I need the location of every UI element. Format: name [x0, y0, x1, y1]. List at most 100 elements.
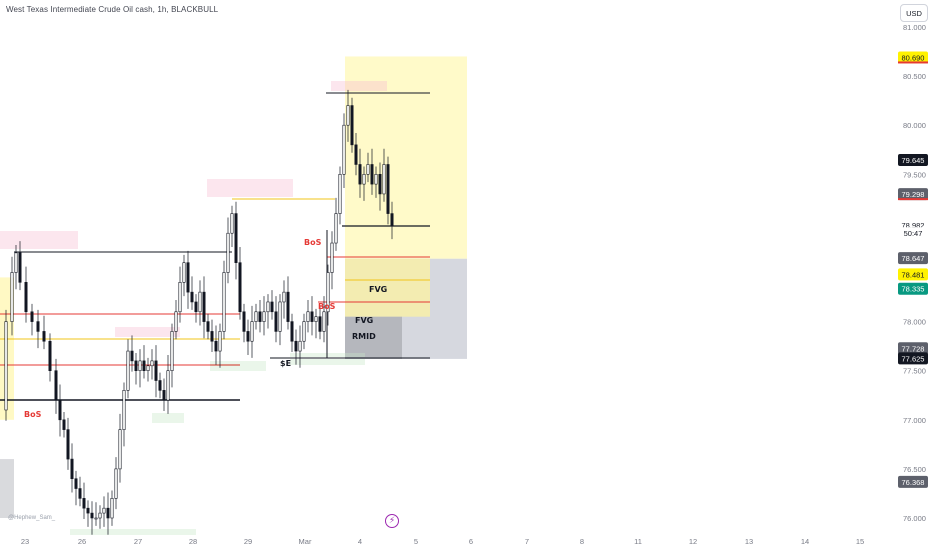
candle-body — [222, 272, 226, 332]
candle-body — [334, 213, 338, 244]
candle-body — [390, 213, 394, 226]
candle-body — [246, 331, 250, 342]
price-tick: 78.000 — [903, 318, 926, 327]
candle-body — [378, 174, 382, 195]
time-axis: 23 26 27 28 29 Mar 4 5 6 7 8 11 12 13 14 15 — [21, 537, 864, 546]
candle-body — [190, 291, 194, 303]
time-tick: 11 — [634, 537, 642, 546]
author-watermark: @Hephew_Sam_ — [8, 515, 56, 521]
candle-body — [354, 144, 358, 165]
price-label-bg — [898, 268, 928, 281]
fvg-zone-upper — [345, 258, 430, 317]
candle-body — [74, 478, 78, 489]
supply-block-2 — [207, 179, 293, 197]
price-axis: 81.00080.50080.00079.50079.00078.50078.0… — [898, 23, 928, 523]
fvg-label: FVG — [355, 316, 373, 325]
candle-body — [194, 301, 198, 313]
price-label-bg — [898, 252, 928, 265]
candle-body — [234, 213, 238, 263]
candle-body — [346, 105, 350, 126]
candle-body — [102, 507, 106, 514]
candle-body — [274, 311, 278, 332]
candle-body — [294, 340, 298, 352]
candle-body — [202, 291, 206, 322]
time-tick: 14 — [801, 537, 809, 546]
time-tick: 7 — [525, 537, 529, 546]
candle-body — [106, 507, 110, 519]
price-label-bg — [898, 282, 928, 295]
price-label-bg — [898, 475, 928, 488]
time-tick: 4 — [358, 537, 362, 546]
candle-body — [70, 458, 74, 480]
candle-body — [150, 360, 154, 367]
price-label: 78.335 — [898, 282, 928, 295]
fvg-zone-lower — [345, 316, 402, 359]
price-tick: 76.000 — [903, 514, 926, 523]
gray-zone-left — [0, 459, 14, 518]
candle-body — [270, 301, 274, 313]
candle-body — [62, 419, 66, 430]
time-tick: 5 — [414, 537, 418, 546]
candle-body — [374, 174, 378, 185]
price-label-underline — [898, 61, 928, 64]
candle-body — [186, 262, 190, 293]
price-label: 79.298 — [898, 188, 928, 201]
candle-body — [266, 301, 270, 313]
candle-body — [342, 124, 346, 175]
candle-body — [126, 350, 130, 391]
candle-body — [306, 311, 310, 322]
price-label: 78.481 — [898, 268, 928, 281]
time-tick: 27 — [134, 537, 142, 546]
candle-body — [78, 488, 82, 499]
candle-body — [198, 291, 202, 313]
time-tick: 12 — [689, 537, 697, 546]
candle-body — [48, 340, 52, 371]
candle-body — [82, 498, 86, 509]
supply-block-3 — [331, 81, 387, 91]
price-label-underline — [898, 198, 928, 201]
candle-body — [130, 350, 134, 362]
candle-body — [238, 262, 242, 313]
candle-body — [24, 282, 28, 313]
demand-block-4 — [70, 529, 196, 535]
candle-body — [258, 311, 262, 322]
price-label: 78.647 — [898, 252, 928, 265]
demand-block-2 — [210, 361, 266, 371]
price-tick: 77.000 — [903, 416, 926, 425]
candle-body — [254, 311, 258, 322]
price-label: 77.625 — [898, 352, 928, 365]
candle-body — [122, 390, 126, 430]
candle-body — [30, 311, 34, 322]
bos-label: BoS — [24, 410, 42, 419]
chart-title: West Texas Intermediate Crude Oil cash, … — [6, 5, 219, 14]
price-label: 80.690 — [898, 51, 928, 64]
premium-zone — [345, 56, 467, 259]
candle-body — [262, 311, 266, 322]
candle-body — [4, 321, 8, 411]
candle-body — [206, 321, 210, 332]
candle-body — [94, 517, 98, 520]
price-label-text: 78.481 — [902, 270, 925, 279]
candle-body — [174, 311, 178, 332]
candle-body — [242, 311, 246, 332]
price-label-text: 80.690 — [902, 53, 925, 62]
time-tick: 28 — [189, 537, 197, 546]
price-label-text: 79.645 — [902, 156, 925, 165]
se-label: $E — [280, 359, 291, 368]
price-tick: 77.500 — [903, 367, 926, 376]
candle-body — [250, 321, 254, 342]
currency-button[interactable]: USD — [900, 4, 928, 22]
candle-body — [110, 498, 114, 519]
candle-body — [146, 365, 150, 372]
price-tick: 80.500 — [903, 72, 926, 81]
price-label: 79.645 — [898, 154, 928, 167]
price-label-bg — [898, 51, 928, 64]
time-tick: 8 — [580, 537, 584, 546]
candle-body — [18, 252, 22, 283]
lightning-icon[interactable]: ⚡ — [385, 514, 399, 528]
candle-body — [370, 164, 374, 185]
supply-block-4 — [115, 327, 180, 337]
candle-body — [218, 331, 222, 352]
